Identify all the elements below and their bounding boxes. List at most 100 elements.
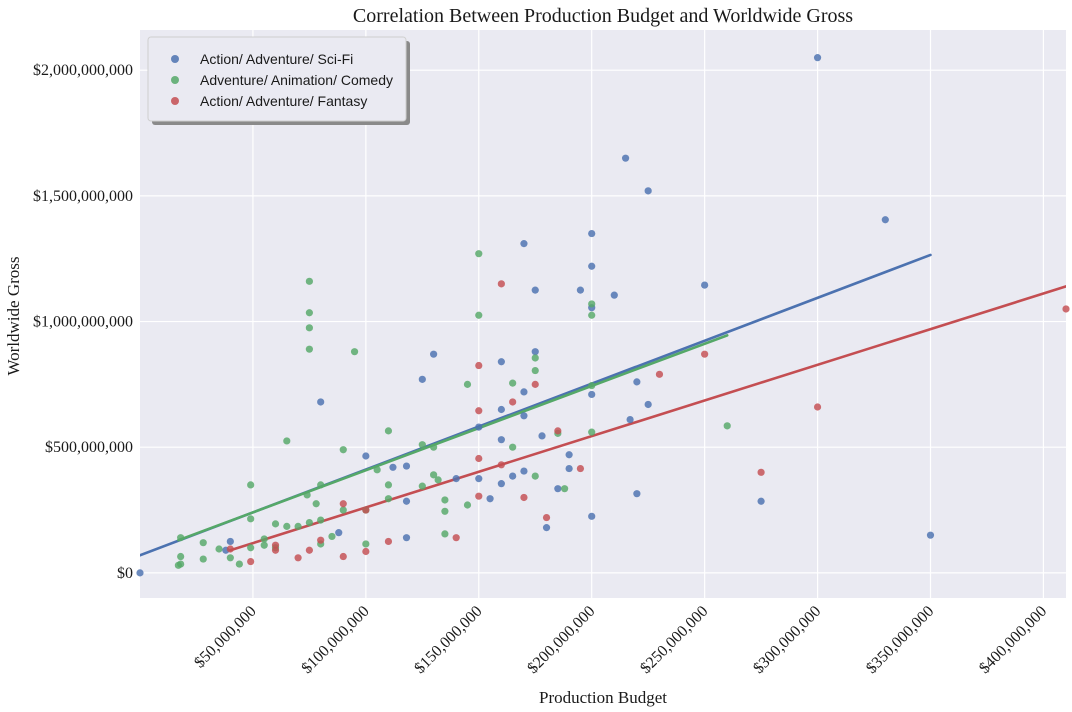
data-point: [260, 541, 268, 549]
data-point: [463, 380, 472, 388]
data-point: [633, 490, 641, 498]
data-point: [317, 481, 325, 489]
x-axis-label: Production Budget: [539, 688, 667, 707]
data-point: [384, 495, 393, 503]
data-point: [362, 547, 370, 556]
data-point: [497, 461, 505, 469]
data-point: [430, 350, 438, 358]
data-point: [588, 311, 596, 319]
data-point: [452, 534, 460, 542]
data-point: [520, 493, 528, 502]
y-tick-label: $500,000,000: [45, 439, 133, 456]
data-point: [463, 501, 472, 509]
data-point: [701, 281, 709, 289]
y-tick-label: $1,000,000,000: [33, 314, 133, 331]
data-point: [644, 187, 652, 195]
data-point: [509, 443, 517, 451]
data-point: [1062, 305, 1070, 313]
data-point: [177, 560, 185, 568]
data-point: [294, 522, 302, 530]
data-point: [554, 485, 562, 493]
data-point: [723, 422, 731, 430]
regression-line: [229, 285, 1066, 552]
data-point: [247, 481, 255, 489]
data-point: [486, 495, 494, 503]
data-point: [757, 468, 765, 476]
chart-title: Correlation Between Production Budget an…: [353, 5, 853, 27]
data-point: [561, 485, 569, 493]
data-point: [531, 380, 539, 388]
data-point: [520, 412, 528, 420]
y-axis-ticks: $0 $500,000,000 $1,000,000,000 $1,500,000,0…: [33, 62, 133, 582]
data-point: [531, 348, 539, 356]
data-point: [247, 515, 255, 523]
data-point: [926, 531, 935, 539]
data-point: [339, 506, 347, 514]
legend-label-fantasy: Action/ Adventure/ Fantasy: [200, 93, 367, 109]
data-point: [199, 555, 207, 563]
data-point: [497, 480, 505, 488]
data-point: [475, 311, 483, 319]
legend: Action/ Adventure/ Sci-Fi Adventure/ Ani…: [147, 36, 410, 125]
data-point: [452, 475, 460, 483]
legend-marker-sci-fi: [171, 55, 179, 63]
data-point: [247, 557, 255, 566]
data-point: [531, 366, 539, 375]
data-point: [565, 451, 573, 459]
data-point: [588, 390, 596, 399]
data-point: [813, 403, 822, 411]
data-point: [520, 240, 528, 248]
data-point: [177, 534, 185, 542]
data-point: [350, 348, 359, 356]
data-point: [317, 536, 325, 544]
data-point: [813, 54, 822, 62]
data-point: [576, 286, 585, 294]
data-point: [520, 467, 528, 475]
data-point: [328, 532, 336, 541]
data-point: [565, 464, 573, 473]
data-point: [271, 520, 280, 528]
data-point: [509, 379, 517, 387]
regression-lines: [140, 253, 1066, 557]
data-point: [497, 358, 505, 366]
data-point: [434, 476, 442, 484]
data-point: [384, 537, 393, 546]
data-point: [305, 546, 313, 554]
data-point: [177, 552, 185, 561]
data-point: [475, 361, 483, 370]
data-point: [576, 464, 585, 473]
data-point: [283, 522, 291, 530]
data-point: [538, 432, 546, 440]
data-point: [441, 507, 449, 515]
data-point: [475, 492, 483, 500]
data-point: [283, 437, 291, 445]
data-point: [271, 546, 280, 554]
data-point: [621, 154, 630, 162]
data-point: [136, 569, 144, 577]
data-point: [402, 534, 411, 542]
data-point: [384, 427, 393, 435]
data-point: [757, 497, 765, 505]
legend-box: [147, 36, 407, 122]
data-point: [235, 560, 243, 568]
data-point: [215, 545, 223, 553]
data-point: [626, 415, 634, 424]
data-point: [475, 475, 483, 483]
data-point: [418, 441, 426, 449]
data-point: [271, 541, 280, 549]
data-point: [588, 382, 596, 390]
data-point: [542, 524, 551, 532]
data-point: [542, 513, 551, 522]
data-point: [418, 482, 426, 490]
data-point: [633, 378, 641, 386]
data-point: [305, 519, 313, 527]
data-point: [226, 545, 234, 553]
data-point: [588, 428, 596, 436]
y-tick-label: $2,000,000,000: [33, 62, 133, 79]
data-point: [701, 350, 709, 358]
data-point: [509, 472, 517, 480]
data-point: [362, 506, 370, 514]
data-point: [497, 436, 505, 444]
data-point: [402, 497, 411, 505]
data-point: [531, 354, 539, 362]
